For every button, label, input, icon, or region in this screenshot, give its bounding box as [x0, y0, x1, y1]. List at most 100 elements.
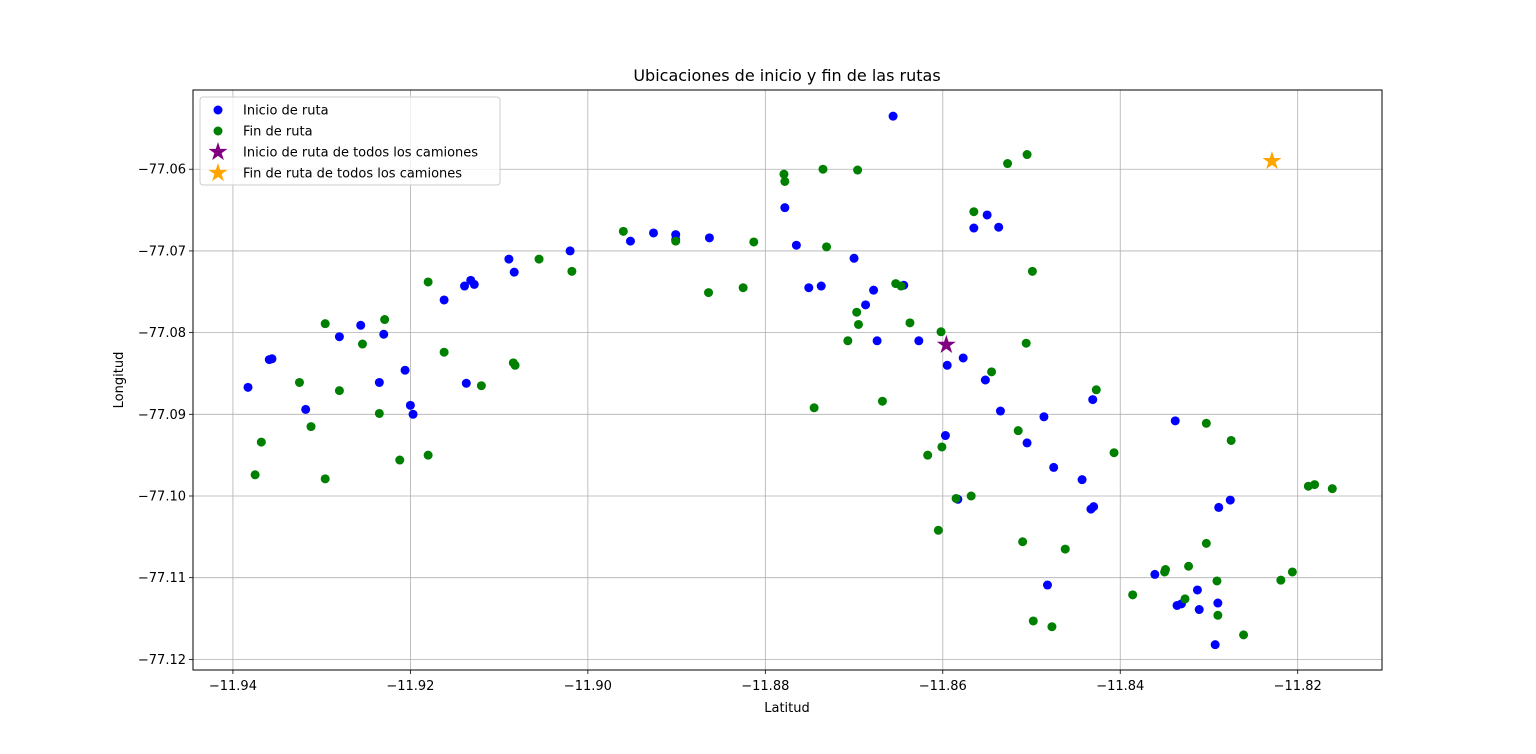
- scatter-point: [1226, 435, 1236, 445]
- y-tick-label: −77.12: [138, 653, 186, 668]
- scatter-point: [1028, 616, 1038, 626]
- scatter-point: [374, 408, 384, 418]
- scatter-point: [408, 409, 418, 419]
- scatter-point: [888, 111, 898, 121]
- scatter-point: [1042, 580, 1052, 590]
- scatter-point: [1212, 576, 1222, 586]
- y-tick-label: −77.07: [138, 244, 186, 259]
- scatter-point: [704, 233, 714, 243]
- scatter-point: [791, 240, 801, 250]
- scatter-point: [914, 336, 924, 346]
- scatter-point: [1210, 640, 1220, 650]
- x-tick-label: −11.90: [564, 679, 612, 694]
- scatter-point: [1047, 622, 1057, 632]
- legend-star-marker: [208, 163, 228, 182]
- scatter-point: [1180, 594, 1190, 604]
- scatter-point: [738, 283, 748, 293]
- x-tick-label: −11.86: [919, 679, 967, 694]
- scatter-point: [1276, 575, 1286, 585]
- scatter-point: [779, 169, 789, 179]
- scatter-point: [320, 474, 330, 484]
- scatter-point: [809, 403, 819, 413]
- y-tick-label: −77.10: [138, 490, 186, 505]
- x-axis-label: Latitud: [764, 701, 810, 716]
- scatter-point: [618, 226, 628, 236]
- scatter-point: [951, 493, 961, 503]
- grid: [193, 90, 1382, 670]
- scatter-point: [1214, 502, 1224, 512]
- scatter-point: [565, 246, 575, 256]
- scatter-point: [1027, 266, 1037, 276]
- scatter-point: [1213, 598, 1223, 608]
- scatter-point: [933, 525, 943, 535]
- scatter-point: [1018, 537, 1028, 547]
- scatter-point: [405, 400, 415, 410]
- scatter-point: [1213, 610, 1223, 620]
- scatter-point: [853, 165, 863, 175]
- star-marker: [936, 334, 956, 353]
- scatter-point: [966, 491, 976, 501]
- scatter-point: [869, 285, 879, 295]
- scatter-point: [439, 347, 449, 357]
- scatter-point: [804, 283, 814, 293]
- scatter-point: [243, 382, 253, 392]
- scatter-point: [1239, 630, 1249, 640]
- plot-points: [243, 111, 1337, 650]
- scatter-point: [852, 307, 862, 317]
- scatter-point: [923, 450, 933, 460]
- legend-box: [199, 96, 501, 186]
- scatter-point: [1287, 567, 1297, 577]
- scatter-point: [1128, 590, 1138, 600]
- scatter-point: [334, 332, 344, 342]
- scatter-point: [1077, 475, 1087, 485]
- scatter-point: [1184, 561, 1194, 571]
- scatter-point: [567, 266, 577, 276]
- scatter-point: [461, 378, 471, 388]
- scatter-point: [534, 254, 544, 264]
- scatter-point: [1013, 426, 1023, 436]
- scatter-point: [877, 396, 887, 406]
- scatter-point: [872, 336, 882, 346]
- plot-frame: [192, 89, 1383, 671]
- scatter-point: [1225, 495, 1235, 505]
- scatter-point: [822, 242, 832, 252]
- y-tick-label: −77.11: [138, 571, 186, 586]
- scatter-point: [1039, 412, 1049, 422]
- legend-entries: Inicio de ruta Fin de ruta Inicio de ruta …: [208, 104, 478, 182]
- scatter-point: [460, 281, 470, 291]
- scatter-point: [780, 176, 790, 186]
- scatter-point: [334, 386, 344, 396]
- x-axis-ticks: −11.94 −11.92 −11.90 −11.88 −11.86 −11.84 −11.…: [209, 670, 1322, 694]
- scatter-point: [356, 320, 366, 330]
- scatter-point: [256, 437, 266, 447]
- y-tick-label: −77.09: [138, 408, 186, 423]
- legend-star-marker: [208, 142, 228, 161]
- scatter-point: [936, 327, 946, 337]
- scatter-point: [400, 365, 410, 375]
- scatter-point: [510, 360, 520, 370]
- scatter-point: [969, 207, 979, 217]
- scatter-point: [504, 254, 514, 264]
- x-tick-label: −11.84: [1096, 679, 1144, 694]
- scatter-point: [1022, 150, 1032, 160]
- scatter-point: [940, 431, 950, 441]
- scatter-point: [379, 329, 389, 339]
- x-tick-label: −11.88: [741, 679, 789, 694]
- scatter-point: [1021, 338, 1031, 348]
- scatter-point: [267, 354, 277, 364]
- scatter-point: [896, 281, 906, 291]
- scatter-point: [1170, 416, 1180, 426]
- scatter-point: [649, 228, 659, 238]
- scatter-point: [380, 315, 390, 325]
- star-marker: [1262, 151, 1282, 170]
- scatter-point: [861, 300, 871, 310]
- scatter-point: [301, 404, 311, 414]
- scatter-point: [306, 422, 316, 432]
- scatter-point: [749, 237, 759, 247]
- x-tick-label: −11.94: [209, 679, 257, 694]
- scatter-point: [1327, 484, 1337, 494]
- scatter-point: [1201, 418, 1211, 428]
- scatter-point: [1109, 448, 1119, 458]
- y-tick-label: −77.08: [138, 326, 186, 341]
